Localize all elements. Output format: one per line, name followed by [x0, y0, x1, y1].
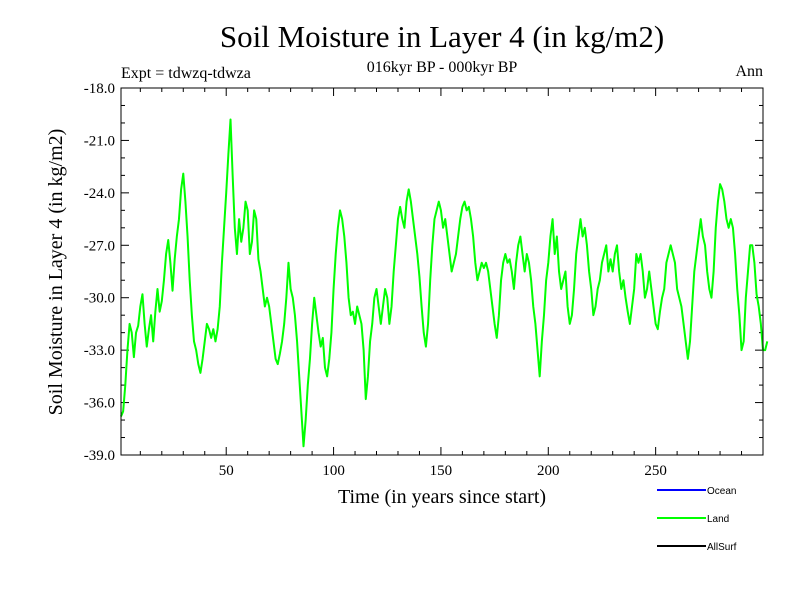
- plot-lines: [120, 118, 769, 448]
- legend-label-allsurf: AllSurf: [707, 542, 737, 553]
- legend-label-land: Land: [707, 514, 729, 525]
- y-axis-label: Soil Moisture in Layer 4 (in kg/m2): [45, 129, 67, 416]
- y-tick-label: -24.0: [84, 186, 115, 202]
- y-tick-label: -21.0: [84, 133, 115, 149]
- chart-subtitle: 016kyr BP - 000kyr BP: [367, 59, 518, 76]
- chart-title: Soil Moisture in Layer 4 (in kg/m2): [220, 19, 664, 54]
- x-tick-label: 200: [537, 463, 560, 479]
- experiment-label: Expt = tdwzq-tdwza: [121, 65, 251, 82]
- y-tick-label: -33.0: [84, 343, 115, 359]
- y-tick-label: -30.0: [84, 291, 115, 307]
- series-line-land: [120, 118, 769, 448]
- x-tick-label: 150: [430, 463, 453, 479]
- y-tick-label: -36.0: [84, 396, 115, 412]
- y-tick-label: -18.0: [84, 81, 115, 97]
- legend: Ocean Land AllSurf: [657, 486, 737, 553]
- tick-labels: -18.0 -21.0 -24.0 -27.0 -30.0 -33.0 -36.0 -39.0…: [84, 81, 667, 479]
- x-tick-label: 250: [644, 463, 667, 479]
- x-tick-label: 100: [322, 463, 345, 479]
- legend-label-ocean: Ocean: [707, 486, 736, 497]
- y-tick-label: -27.0: [84, 238, 115, 254]
- axis-ticks: [121, 87, 763, 456]
- plot-frame: [120, 87, 764, 456]
- x-axis-label: Time (in years since start): [338, 486, 546, 508]
- y-tick-label: -39.0: [84, 448, 115, 464]
- x-tick-label: 50: [219, 463, 234, 479]
- season-label: Ann: [735, 63, 763, 80]
